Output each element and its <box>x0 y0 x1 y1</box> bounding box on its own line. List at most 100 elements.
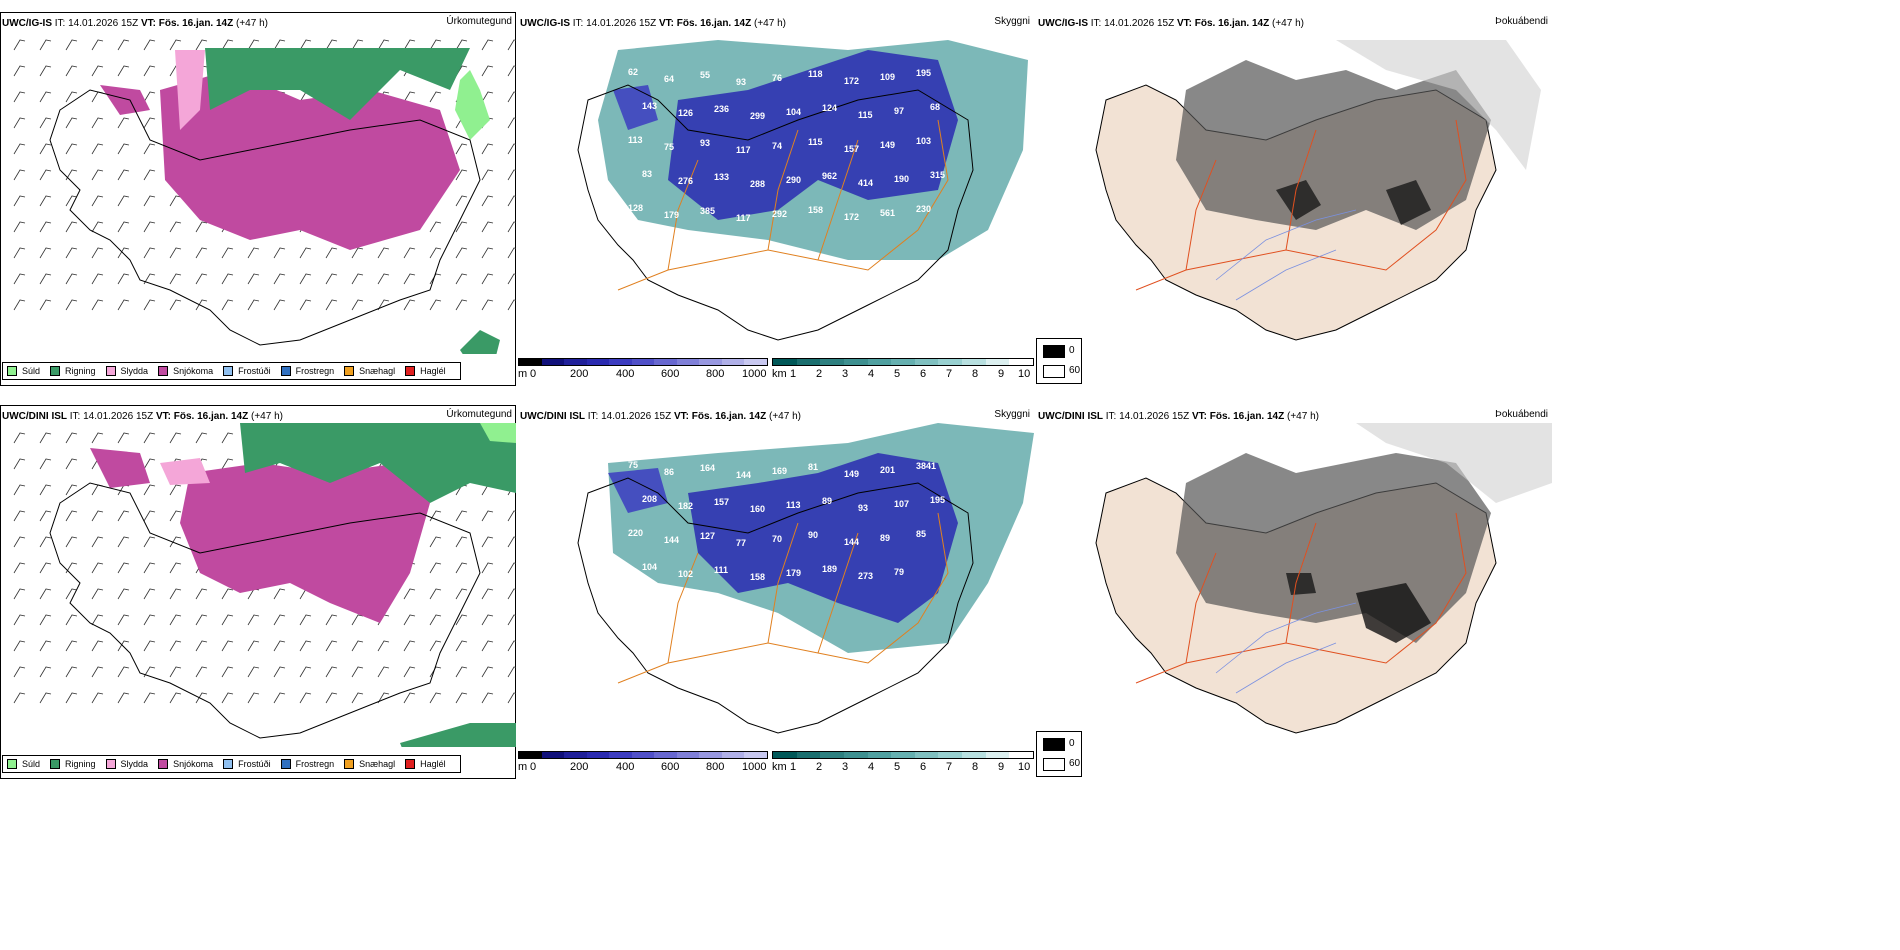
wind-barb <box>169 536 182 548</box>
wind-barb <box>377 692 390 704</box>
wind-barb <box>13 588 26 600</box>
wind-barb <box>507 273 516 285</box>
wind-barb <box>507 221 516 233</box>
colorbar-unit: km <box>772 368 787 380</box>
colorbar-strip <box>772 751 1034 759</box>
wind-barb <box>39 588 52 600</box>
cloud-value-label: 115 <box>808 137 823 147</box>
colorbar-segment <box>654 359 677 365</box>
wind-barb <box>299 247 312 259</box>
wind-barb <box>481 247 494 259</box>
colorbar-strip <box>518 751 768 759</box>
wind-barb <box>169 299 182 311</box>
colorbar-segment <box>843 359 868 365</box>
wind-barb <box>117 39 130 51</box>
wind-barb <box>91 666 104 678</box>
colorbar-tick: 10 <box>1018 368 1031 380</box>
colorbar-tick: 6 <box>920 368 927 380</box>
wind-barb <box>273 299 286 311</box>
wind-barb <box>325 247 338 259</box>
colorbar-unit: m <box>518 368 528 380</box>
wind-barb <box>13 273 26 285</box>
wind-barb <box>91 273 104 285</box>
wind-barb <box>455 614 468 626</box>
cloud-value-label: 70 <box>772 534 782 544</box>
panel-type-label: Skyggni <box>994 409 1030 420</box>
wind-barb <box>65 536 78 548</box>
colorbar-segment <box>796 359 821 365</box>
wind-barb <box>325 299 338 311</box>
wind-barb <box>247 666 260 678</box>
legend-item: Snæhagl <box>344 759 395 769</box>
colorbar-segment <box>1009 752 1034 758</box>
wind-barb <box>39 91 52 103</box>
cloud-value-label: 86 <box>664 467 674 477</box>
coastline <box>577 477 974 734</box>
wind-barb <box>481 536 494 548</box>
wind-barb <box>39 117 52 129</box>
wind-barb <box>117 588 130 600</box>
cloud-value-label: 189 <box>822 564 837 574</box>
cloud-value-label: 157 <box>844 144 859 154</box>
wind-barb <box>39 562 52 574</box>
wind-barb <box>195 273 208 285</box>
wind-barb <box>299 666 312 678</box>
wind-barb <box>429 536 442 548</box>
wind-barb <box>143 432 156 444</box>
cloud-value-label: 68 <box>930 102 940 112</box>
cloud-value-label: 79 <box>894 567 904 577</box>
cloud-map: 62 64 55 93 76 118 172 109 195 143 126 236 299 104 124… <box>577 40 1028 341</box>
colorbar-tick: 6 <box>920 761 927 773</box>
colorbar-tick: 2 <box>816 368 823 380</box>
cloud-value-label: 109 <box>880 72 895 82</box>
wind-barb <box>117 247 130 259</box>
wind-barb <box>377 640 390 652</box>
wind-barb <box>39 432 52 444</box>
wind-barb <box>91 117 104 129</box>
colorbar-tick: 3 <box>842 368 849 380</box>
wind-barb <box>221 39 234 51</box>
wind-barb <box>429 640 442 652</box>
cloud-value-label: 126 <box>678 108 693 118</box>
cloud-value-label: 149 <box>880 140 895 150</box>
wind-barb <box>169 273 182 285</box>
wind-barb <box>195 666 208 678</box>
cloud-value-label: 276 <box>678 176 693 186</box>
panel-type-label: Þokuábendi <box>1495 16 1548 27</box>
wind-barb <box>507 614 516 626</box>
colorbar-tick: 9 <box>998 761 1005 773</box>
wind-barb <box>143 169 156 181</box>
fog-area <box>1336 40 1541 170</box>
wind-barb <box>299 273 312 285</box>
wind-barb <box>195 432 208 444</box>
fog-map <box>1095 40 1541 341</box>
wind-barb <box>65 273 78 285</box>
wind-barb <box>91 39 104 51</box>
wind-barb <box>507 562 516 574</box>
colorbar-tick: 7 <box>946 761 953 773</box>
cloud-base-colorbar: m 0 200 400 600 800 1000 <box>518 751 768 775</box>
cloud-value-label: 190 <box>894 174 909 184</box>
cloud-value-label: 292 <box>772 209 787 219</box>
wind-barb <box>143 536 156 548</box>
wind-barb <box>65 484 78 496</box>
cloud-value-label: 77 <box>736 538 746 548</box>
cloud-value-label: 75 <box>628 460 638 470</box>
panel-title: UWC/IG-IS IT: 14.01.2026 15Z VT: Fös. 16… <box>520 18 786 29</box>
wind-barb <box>143 562 156 574</box>
wind-barb <box>351 247 364 259</box>
cloud-value-label: 117 <box>736 145 751 155</box>
cloud-value-label: 127 <box>700 531 715 541</box>
fog-area <box>1286 573 1316 595</box>
wind-barb <box>481 65 494 77</box>
colorbar-segment <box>938 359 963 365</box>
rain-area <box>400 723 516 747</box>
snow-area <box>100 85 150 115</box>
wind-barb <box>39 614 52 626</box>
wind-barb <box>65 39 78 51</box>
wind-barb <box>143 692 156 704</box>
wind-barb <box>481 510 494 522</box>
wind-barb <box>455 169 468 181</box>
wind-barb <box>143 666 156 678</box>
cloud-value-label: 97 <box>894 106 904 116</box>
